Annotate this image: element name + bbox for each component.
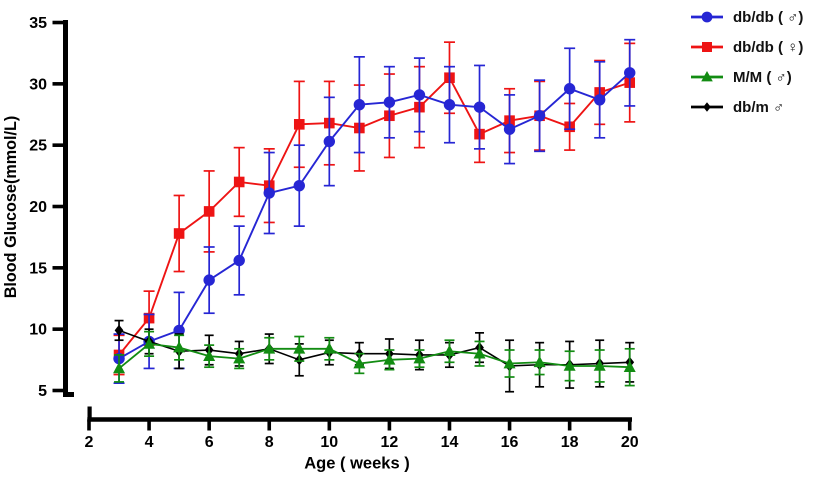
- data-point: [233, 176, 245, 188]
- x-tick-label: 14: [441, 434, 459, 451]
- data-point: [383, 96, 396, 108]
- y-tick-label: 15: [29, 260, 47, 277]
- data-point: [623, 360, 636, 372]
- diamond-legend-marker-icon: [691, 102, 723, 112]
- legend-label: M/M ( ♂): [733, 68, 792, 86]
- data-point: [203, 206, 215, 217]
- y-tick-label: 30: [29, 76, 47, 93]
- data-point: [624, 67, 636, 79]
- data-point: [203, 274, 215, 286]
- data-point: [203, 349, 216, 361]
- data-point: [113, 362, 126, 374]
- data-point: [563, 359, 576, 371]
- data-point: [593, 94, 606, 106]
- data-point: [503, 123, 516, 135]
- data-point: [533, 110, 546, 122]
- chart-legend: db/db ( ♂) db/db ( ♀) M/M ( ♂) db/m ♂: [690, 2, 803, 122]
- y-tick-label: 5: [38, 383, 47, 400]
- x-tick-label: 10: [320, 434, 338, 451]
- legend-label: db/db ( ♀): [733, 38, 804, 56]
- data-point: [323, 342, 336, 354]
- x-axis-title: Age ( weeks ): [304, 455, 409, 473]
- data-point: [233, 254, 245, 267]
- data-point: [293, 119, 305, 130]
- y-tick-label: 10: [29, 322, 47, 339]
- data-point: [443, 99, 456, 111]
- legend-item-2: M/M ( ♂): [690, 62, 803, 92]
- legend-item-0: db/db ( ♂): [690, 2, 803, 32]
- circle-legend-marker-icon: [691, 11, 723, 23]
- x-tick-label: 20: [621, 434, 639, 451]
- y-tick-label: 20: [29, 199, 47, 216]
- series-circle: [113, 38, 636, 384]
- x-tick-label: 4: [145, 434, 154, 451]
- data-point: [293, 342, 306, 354]
- legend-item-3: db/m ♂: [690, 92, 803, 122]
- data-point: [143, 337, 156, 349]
- y-tick-label: 35: [29, 15, 47, 32]
- data-point: [263, 187, 275, 199]
- y-axis-title: Blood Glucose(mmol/L): [2, 116, 20, 299]
- legend-item-1: db/db ( ♀): [690, 32, 803, 62]
- series-diamond: [114, 319, 635, 393]
- x-tick-label: 18: [561, 434, 579, 451]
- data-point: [413, 89, 426, 101]
- data-point: [563, 83, 576, 95]
- data-point: [443, 344, 456, 357]
- data-point: [473, 347, 486, 359]
- data-point: [323, 135, 336, 148]
- data-point: [233, 352, 246, 364]
- triangle-legend-marker-icon: [691, 71, 723, 82]
- series-triangle: [113, 330, 636, 387]
- data-point: [263, 342, 276, 354]
- x-tick-label: 16: [501, 434, 519, 451]
- data-point: [293, 179, 305, 192]
- series-square: [113, 41, 636, 376]
- x-tick-label: 6: [205, 434, 214, 451]
- x-tick-label: 12: [381, 434, 399, 451]
- data-point: [353, 357, 366, 369]
- data-point: [473, 101, 486, 113]
- data-point: [383, 353, 396, 365]
- data-point: [533, 355, 546, 368]
- data-point: [353, 99, 366, 111]
- y-tick-label: 25: [29, 138, 47, 155]
- legend-label: db/db ( ♂): [733, 8, 804, 26]
- data-point: [413, 352, 426, 364]
- x-tick-label: 2: [85, 434, 94, 451]
- data-point: [173, 341, 186, 353]
- legend-label: db/m ♂: [733, 98, 785, 116]
- data-point: [503, 357, 516, 369]
- square-legend-marker-icon: [691, 42, 723, 52]
- data-point: [593, 359, 606, 371]
- data-point: [173, 228, 185, 239]
- data-point: [114, 324, 124, 336]
- x-tick-label: 8: [265, 434, 274, 451]
